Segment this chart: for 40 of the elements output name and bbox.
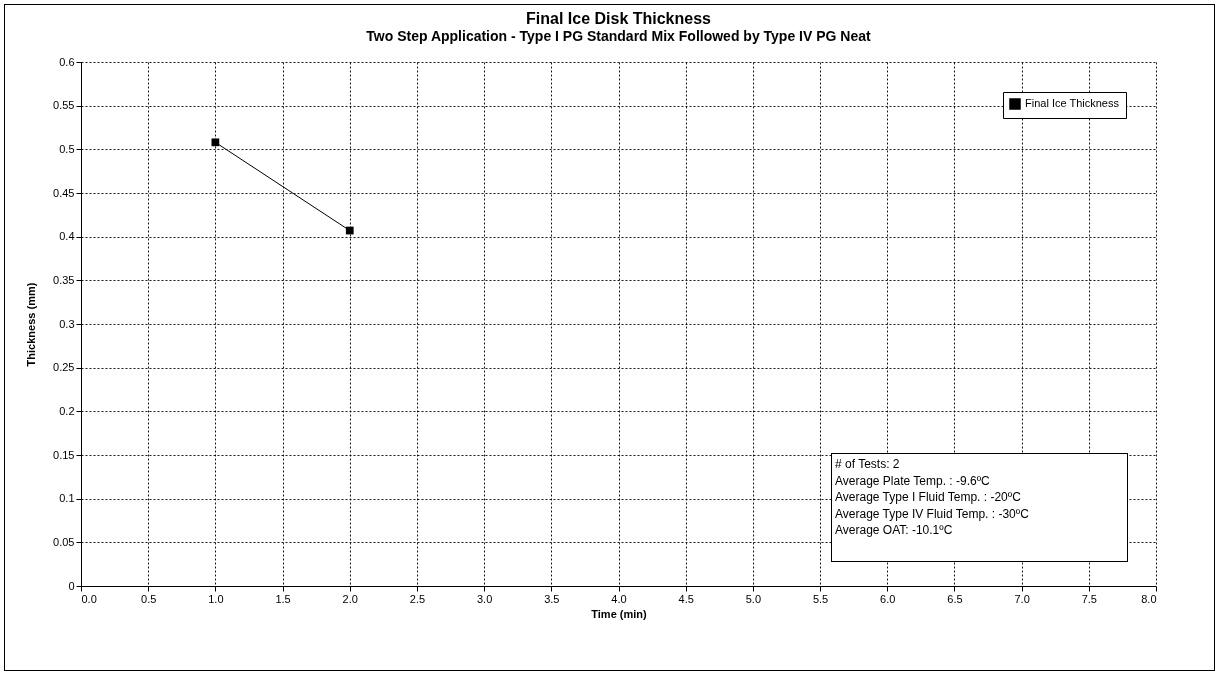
- x-tick-label: 6.5: [947, 592, 963, 605]
- annotation: Average OAT: -10.1ºC: [835, 522, 954, 539]
- y-tick-label: 0.35: [53, 273, 75, 286]
- x-tick-label: 4.0: [611, 592, 627, 605]
- annotation: Average Plate Temp. : -9.6ºC: [835, 472, 991, 489]
- y-tick-label: 0.6: [59, 55, 75, 68]
- y-tick-label: 0.2: [59, 404, 75, 417]
- x-tick-label: 2.5: [409, 592, 426, 605]
- x-tick-label: 7.5: [1081, 592, 1097, 605]
- x-axis-title: Time (min): [591, 607, 648, 620]
- annotation: Average Type I Fluid Temp. : -20ºC: [835, 489, 1022, 506]
- y-tick-label: 0.25: [53, 361, 75, 374]
- x-tick-label: 3.5: [544, 592, 560, 605]
- annotation: # of Tests: 2: [835, 456, 901, 473]
- y-tick-label: 0.55: [53, 99, 75, 112]
- y-tick-label: 0: [68, 579, 75, 592]
- x-tick-label: 0.5: [141, 592, 157, 605]
- y-tick-label: 0.05: [53, 535, 75, 548]
- chart-title: Final Ice Disk Thickness: [526, 10, 712, 27]
- y-tick-label: 0.4: [59, 230, 75, 243]
- x-tick-label: 2.0: [342, 592, 358, 605]
- y-axis-title: Thickness (mm): [25, 282, 38, 367]
- x-tick-label: 3.0: [476, 592, 493, 605]
- y-tick-label: 0.5: [59, 142, 75, 155]
- x-tick-label: 1.0: [208, 592, 224, 605]
- x-tick-label: 0.0: [81, 592, 97, 605]
- y-tick-label: 0.45: [53, 186, 75, 199]
- x-tick-label: 1.5: [275, 592, 291, 605]
- chart-subtitle: Two Step Application - Type I PG Standard Mix Followed by Type IV PG Neat: [366, 28, 871, 44]
- y-tick-label: 0.15: [53, 448, 75, 461]
- x-tick-label: 5.0: [745, 592, 762, 605]
- x-tick-label: 6.0: [880, 592, 896, 605]
- x-tick-label: 5.5: [812, 592, 829, 605]
- annotation: Average Type IV Fluid Temp. : -30ºC: [835, 505, 1030, 522]
- y-tick-label: 0.3: [59, 317, 75, 330]
- x-tick-label: 8.0: [1141, 592, 1157, 605]
- y-tick-label: 0.1: [59, 492, 75, 505]
- legend-label: Final Ice Thickness: [1025, 97, 1120, 109]
- x-tick-label: 4.5: [678, 592, 694, 605]
- x-tick-label: 7.0: [1014, 592, 1030, 605]
